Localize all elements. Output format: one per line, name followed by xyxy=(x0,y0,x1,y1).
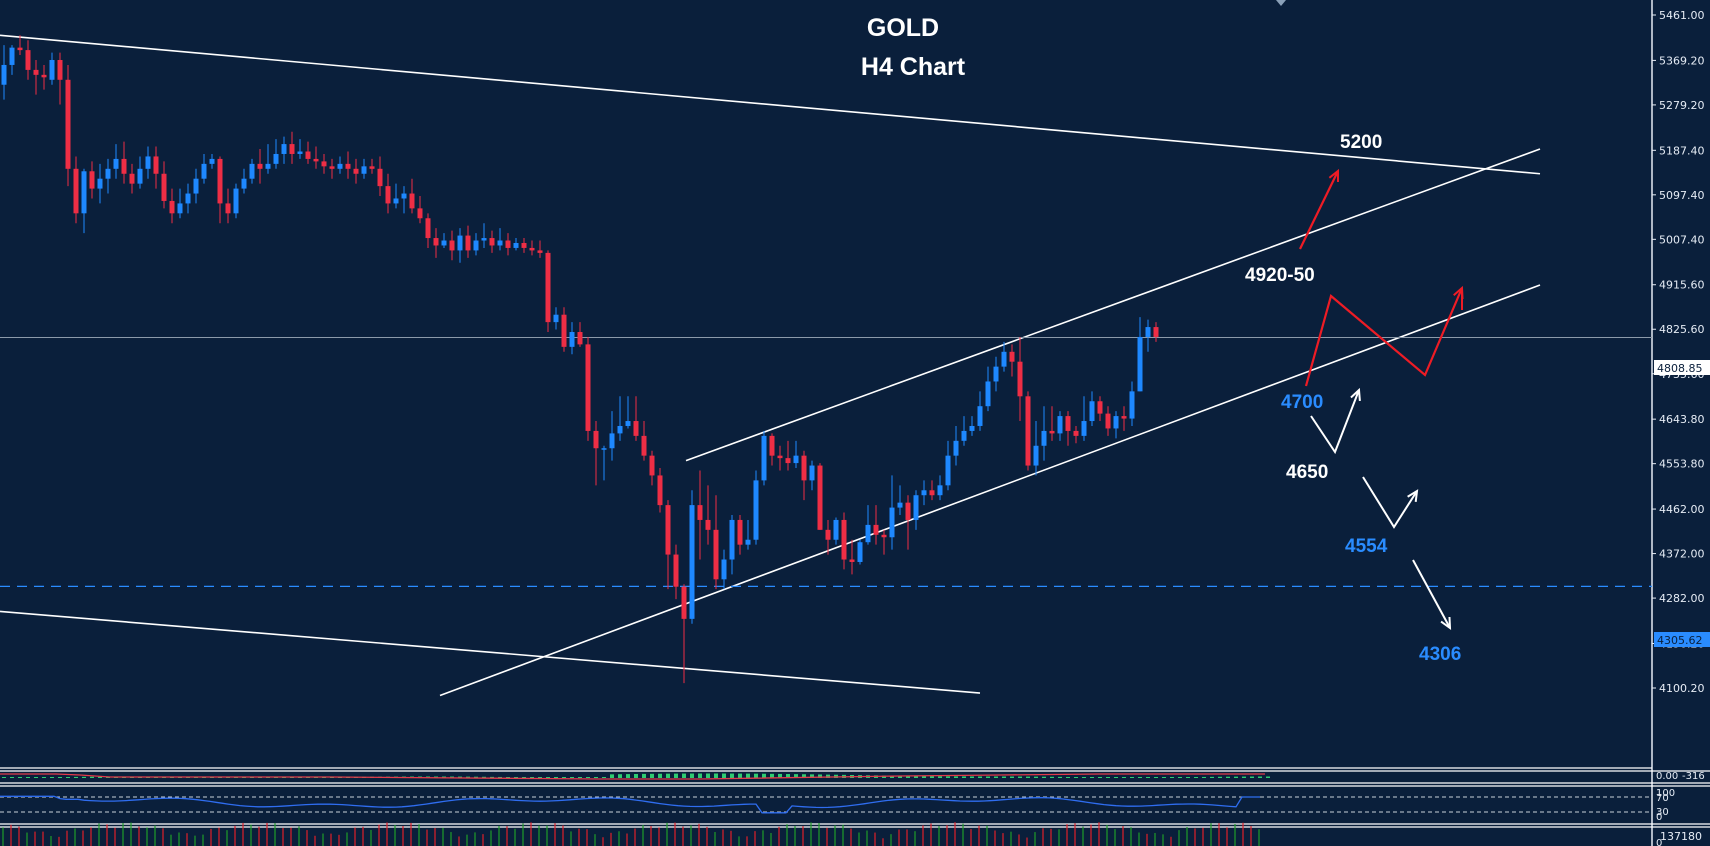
annotation-5200: 5200 xyxy=(1340,132,1382,153)
annotation-4306: 4306 xyxy=(1419,644,1461,665)
price-tick-label: 4282.00 xyxy=(1659,592,1705,605)
current-price-tag xyxy=(1654,360,1710,375)
rsi-label-0: 0 xyxy=(1656,812,1662,823)
subpanel-frames xyxy=(0,767,1710,828)
price-tick-label: 5007.40 xyxy=(1659,233,1705,246)
scroll-marker-icon[interactable] xyxy=(1276,0,1286,6)
price-tick-label: 5279.20 xyxy=(1659,99,1705,112)
trendline-channel-lower xyxy=(439,284,1541,697)
horizontal-levels xyxy=(0,337,1652,588)
price-tick-label: 5461.00 xyxy=(1659,9,1705,22)
price-tick-label: 4462.00 xyxy=(1659,503,1705,516)
current-price-label: 4808.85 xyxy=(1657,362,1703,375)
annotation-4650: 4650 xyxy=(1286,462,1328,483)
price-tick-label: 4372.00 xyxy=(1659,548,1705,561)
level-price-label: 4305.62 xyxy=(1657,634,1703,647)
level-price-tag xyxy=(1654,632,1710,647)
rsi-label-100: 100 xyxy=(1656,788,1675,799)
price-tick-label: 4915.60 xyxy=(1659,279,1705,292)
indicator-subpanels xyxy=(0,773,1270,846)
histogram-min-label: -316 xyxy=(1682,771,1705,782)
price-tick-label: 4643.80 xyxy=(1659,413,1705,426)
trendline-lower-descending xyxy=(0,610,981,694)
rsi-label-30: 30 xyxy=(1656,807,1669,818)
annotation-4554: 4554 xyxy=(1345,536,1388,557)
annotation-4920-50: 4920-50 xyxy=(1245,265,1315,286)
price-tick-label: 5369.20 xyxy=(1659,54,1705,67)
price-tick-label: 5097.40 xyxy=(1659,189,1705,202)
trendlines xyxy=(0,34,1541,697)
trendline-upper-descending xyxy=(0,34,1541,175)
volume-max-label: 137180 xyxy=(1660,830,1702,843)
chart-title: GOLD xyxy=(867,14,939,42)
trendline-channel-upper xyxy=(685,148,1541,462)
scenario-arrows xyxy=(1299,168,1464,631)
candles xyxy=(1,35,1159,684)
price-tick-label: 4825.60 xyxy=(1659,323,1705,336)
annotation-4700: 4700 xyxy=(1281,392,1323,413)
price-tick-label: 4553.80 xyxy=(1659,458,1705,471)
volume-min-label: 0 xyxy=(1656,838,1662,846)
rsi-label-70: 70 xyxy=(1656,793,1669,804)
price-tick-label: 5187.40 xyxy=(1659,144,1705,157)
price-tick-label: 4100.20 xyxy=(1659,682,1705,695)
chart-subtitle: H4 Chart xyxy=(861,53,966,81)
histogram-max-label: 0.00 xyxy=(1656,771,1678,782)
